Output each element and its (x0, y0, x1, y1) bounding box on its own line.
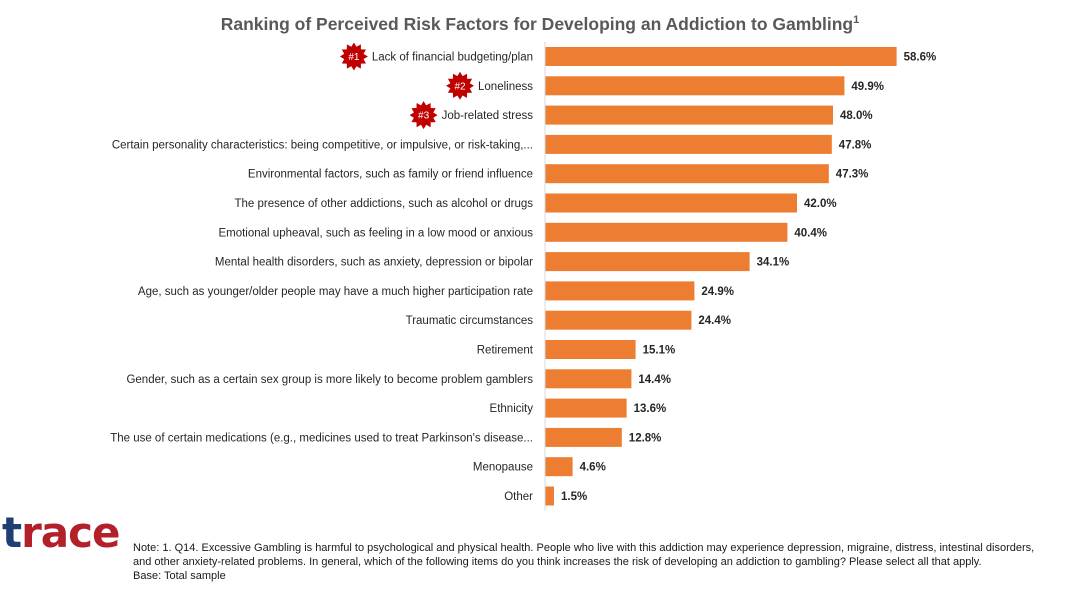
bar (545, 310, 692, 330)
category-label: The presence of other addictions, such a… (234, 198, 533, 210)
value-label: 1.5% (561, 491, 587, 503)
title-footnote-marker: 1 (853, 14, 860, 27)
category-label: Lack of financial budgeting/plan (372, 52, 533, 64)
bar (545, 281, 695, 301)
category-label: Age, such as younger/older people may ha… (138, 286, 533, 298)
rank-badge-label: #2 (454, 81, 466, 92)
bar (545, 486, 554, 506)
rank-badge-label: #3 (418, 111, 430, 122)
value-label: 12.8% (629, 432, 662, 444)
bar (545, 398, 627, 418)
footnote-line-2: and other anxiety-related problems. In g… (133, 556, 982, 568)
category-label: Gender, such as a certain sex group is m… (126, 374, 533, 386)
bar (545, 457, 573, 477)
chart-title: Ranking of Perceived Risk Factors for De… (0, 14, 1080, 35)
bar (545, 252, 750, 272)
category-label: Retirement (477, 345, 534, 357)
bar (545, 134, 832, 154)
footnote-line-1: Note: 1. Q14. Excessive Gambling is harm… (133, 542, 1035, 554)
bar (545, 76, 845, 96)
bar (545, 340, 636, 359)
value-label: 58.6% (904, 52, 937, 64)
rank-badge-icon (409, 101, 438, 130)
category-label: Emotional upheaval, such as feeling in a… (218, 227, 533, 239)
category-label: Loneliness (478, 81, 533, 93)
value-label: 13.6% (634, 403, 667, 415)
value-label: 47.3% (836, 169, 869, 181)
value-label: 47.8% (839, 139, 872, 151)
trace-logo: trace (2, 508, 121, 557)
rank-badge-icon (339, 42, 368, 71)
rank-badge-label: #1 (348, 52, 360, 63)
footnote-line-3: Base: Total sample (133, 570, 226, 582)
value-label: 34.1% (757, 257, 790, 269)
rank-badge-icon (446, 71, 474, 100)
bar (545, 164, 829, 184)
value-label: 15.1% (643, 345, 676, 357)
category-label: Other (504, 491, 533, 503)
value-label: 48.0% (840, 110, 873, 122)
category-label: The use of certain medications (e.g., me… (110, 432, 533, 444)
value-label: 24.9% (701, 286, 734, 298)
bar (545, 369, 632, 389)
bar (545, 105, 833, 125)
category-label: Ethnicity (490, 403, 534, 415)
category-label: Environmental factors, such as family or… (248, 169, 533, 181)
category-label: Job-related stress (442, 110, 534, 122)
category-label: Mental health disorders, such as anxiety… (215, 257, 533, 269)
bar (545, 47, 897, 66)
value-label: 4.6% (580, 462, 606, 474)
category-label: Certain personality characteristics: bei… (112, 139, 533, 151)
bar (545, 193, 797, 213)
bar (545, 222, 788, 242)
chart-title-text: Ranking of Perceived Risk Factors for De… (220, 14, 854, 34)
category-label: Traumatic circumstances (406, 315, 534, 327)
category-label: Menopause (473, 462, 533, 474)
value-label: 40.4% (794, 227, 827, 239)
value-label: 14.4% (638, 374, 671, 386)
bar (545, 427, 622, 447)
value-label: 24.4% (698, 315, 731, 327)
value-label: 49.9% (851, 81, 884, 93)
footnote: Note: 1. Q14. Excessive Gambling is harm… (133, 541, 1078, 583)
value-label: 42.0% (804, 198, 837, 210)
